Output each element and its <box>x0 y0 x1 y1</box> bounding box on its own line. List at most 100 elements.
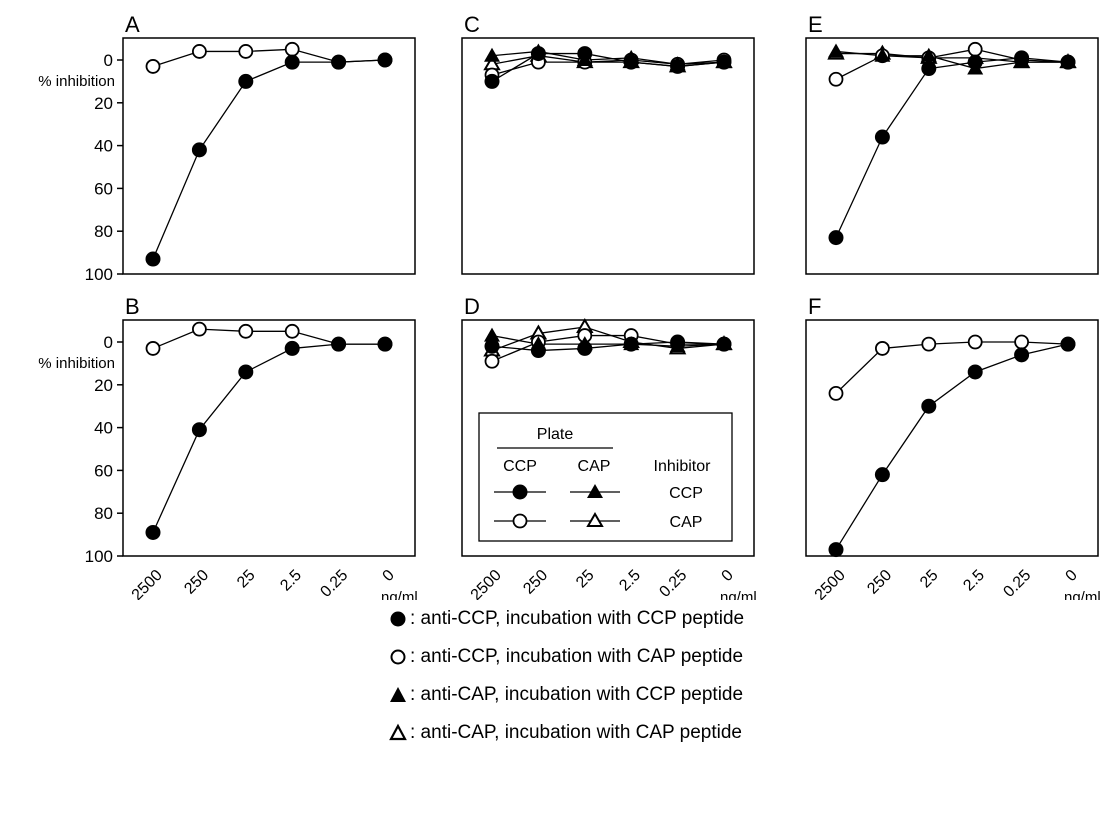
filled-circle-marker <box>577 340 593 356</box>
panel-letter: D <box>464 294 480 319</box>
bottom-legend-label: : anti-CAP, incubation with CAP peptide <box>410 722 742 743</box>
x-unit-label: ng/ml <box>381 589 418 600</box>
y-tick-label: 80 <box>94 504 113 523</box>
panel-letter: A <box>125 12 140 37</box>
filled-circle-marker <box>828 542 844 558</box>
panel-letter: E <box>808 12 823 37</box>
y-tick-label: 60 <box>94 179 113 198</box>
y-tick-label: 80 <box>94 222 113 241</box>
y-axis-label: % inhibition <box>38 73 115 90</box>
series-line <box>491 334 725 347</box>
y-tick-label: 60 <box>94 461 113 480</box>
filled-circle-icon <box>390 611 406 627</box>
plot-frame <box>461 37 755 275</box>
open-circle-marker <box>191 44 207 59</box>
x-tick-label: 25 <box>573 567 598 592</box>
filled-circle-marker <box>1014 50 1030 66</box>
x-tick-label: 0.25 <box>317 567 351 600</box>
filled-circle-marker <box>577 46 593 62</box>
filled-circle-marker <box>670 58 686 74</box>
series-line <box>835 343 1069 550</box>
open-circle-marker <box>145 59 161 74</box>
open-circle-marker <box>484 353 500 369</box>
x-tick-label: 2500 <box>812 567 849 600</box>
legend-col-ccp: CCP <box>503 458 537 475</box>
bottom-legend: : anti-CCP, incubation with CCP peptide … <box>388 600 948 752</box>
legend-row-cap: CAP <box>670 514 703 531</box>
panel-letter: C <box>464 12 480 37</box>
filled-circle-marker <box>145 524 161 540</box>
filled-circle-marker <box>145 251 161 267</box>
open-circle-marker <box>284 41 300 57</box>
panel-letter: B <box>125 294 140 319</box>
series-line <box>491 52 725 82</box>
filled-triangle-marker <box>587 484 603 498</box>
plot-frame <box>122 319 416 557</box>
filled-circle-marker <box>623 54 639 70</box>
legend-plate-label: Plate <box>537 426 574 443</box>
x-tick-label: 2.5 <box>616 567 644 595</box>
series-line <box>491 326 725 352</box>
x-tick-label: 2.5 <box>277 567 305 595</box>
filled-circle-marker <box>331 54 347 70</box>
filled-circle-marker <box>191 422 207 438</box>
filled-circle-marker <box>1060 54 1076 70</box>
filled-circle-marker <box>670 334 686 350</box>
y-tick-label: 40 <box>94 419 113 438</box>
bottom-legend-label: : anti-CCP, incubation with CAP peptide <box>410 646 744 667</box>
x-tick-label: 0 <box>1063 567 1081 585</box>
y-tick-label: 40 <box>94 137 113 156</box>
filled-triangle-marker <box>920 47 937 62</box>
bottom-legend-row: : anti-CAP, incubation with CCP peptide <box>388 676 948 714</box>
open-circle-marker <box>828 71 844 87</box>
series-line <box>491 334 724 362</box>
legend-inhibitor-label: Inhibitor <box>654 458 712 475</box>
series-line <box>835 341 1069 394</box>
x-tick-label: 0.25 <box>1000 567 1034 600</box>
filled-triangle-marker <box>874 47 891 62</box>
x-unit-label: ng/ml <box>720 589 757 600</box>
open-circle-marker <box>921 336 937 352</box>
filled-circle-marker <box>331 336 347 352</box>
open-circle-marker <box>875 341 890 356</box>
panel-a: A0 20 40 60 80 100 % inhibition <box>38 12 416 284</box>
legend-row-ccp: CCP <box>669 485 703 502</box>
panel-e: E <box>805 12 1099 275</box>
filled-circle-marker <box>484 338 500 354</box>
panel-c: C <box>461 12 755 275</box>
series-line <box>835 48 1069 80</box>
y-tick-label: 100 <box>85 265 113 284</box>
open-circle-icon <box>390 649 406 665</box>
filled-triangle-marker <box>828 43 844 58</box>
plot-frame <box>805 37 1099 275</box>
open-circle-marker <box>145 341 161 356</box>
open-circle-marker <box>284 323 300 339</box>
x-tick-label: 0.25 <box>656 567 690 600</box>
series-line <box>152 59 386 260</box>
series-line <box>835 50 1068 70</box>
filled-circle-marker <box>284 54 300 70</box>
plot-frame <box>122 37 416 275</box>
bottom-legend-label: : anti-CAP, incubation with CCP peptide <box>410 684 744 705</box>
series-line <box>152 328 385 350</box>
filled-circle-marker <box>484 73 500 89</box>
x-unit-label: ng/ml <box>1064 589 1101 600</box>
x-tick-label: 0 <box>719 567 737 585</box>
x-tick-label: 250 <box>181 567 212 598</box>
y-tick-label: 20 <box>94 94 113 113</box>
filled-circle-marker <box>191 142 207 158</box>
series-line <box>491 50 725 65</box>
open-circle-marker <box>828 385 844 401</box>
open-circle-marker <box>512 513 528 529</box>
bottom-legend-row: : anti-CCP, incubation with CCP peptide <box>388 600 948 638</box>
filled-circle-marker <box>238 73 254 89</box>
filled-circle-marker <box>716 54 732 70</box>
filled-triangle-icon <box>390 687 406 702</box>
open-circle-marker <box>1014 334 1029 350</box>
filled-circle-marker <box>377 52 393 68</box>
y-axis-label: % inhibition <box>38 355 115 372</box>
legend-col-cap: CAP <box>578 458 611 475</box>
y-tick-label: 0 <box>104 333 113 352</box>
